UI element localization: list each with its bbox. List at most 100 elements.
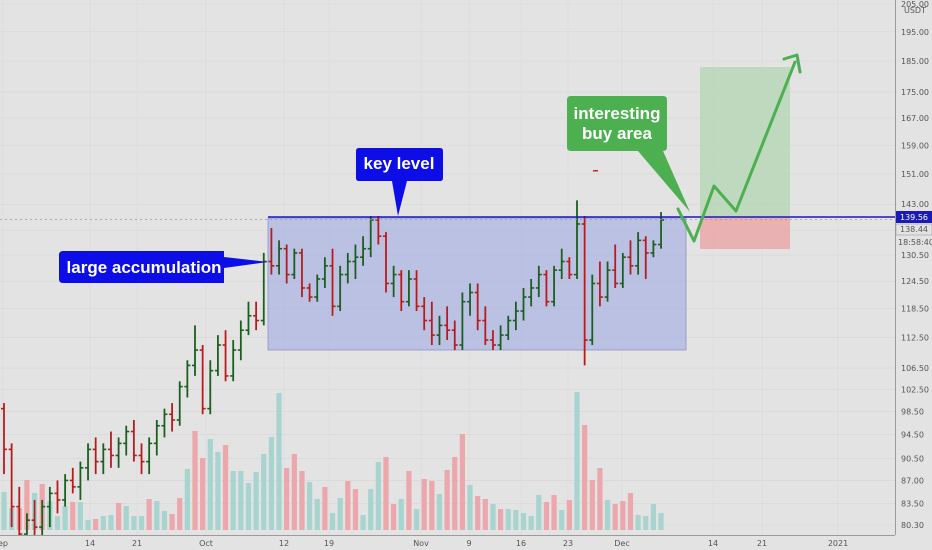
- volume-bar: [643, 516, 649, 530]
- volume-bar: [498, 509, 504, 530]
- volume-bar: [543, 502, 550, 530]
- ohlc-bar: [558, 248, 565, 279]
- volume-bar: [421, 479, 427, 530]
- ohlc-bar: [92, 437, 99, 475]
- x-tick-label: 14: [708, 539, 718, 548]
- y-tick-label: 175.00: [901, 88, 929, 97]
- volume-bar: [406, 471, 412, 530]
- ohlc-bar: [253, 301, 260, 331]
- ohlc-bar: [375, 215, 382, 245]
- ohlc-bar: [62, 474, 69, 507]
- y-tick-label: 118.50: [901, 305, 929, 314]
- volume-bar: [398, 499, 404, 530]
- volume-bar: [345, 481, 351, 530]
- volume-bar: [62, 506, 68, 530]
- volume-bar: [482, 499, 488, 530]
- volume-bar: [391, 504, 397, 530]
- ohlc-bar: [474, 283, 481, 331]
- ohlc-bar: [444, 306, 451, 341]
- last-price-label: 139.56: [900, 213, 928, 222]
- volume-bar: [627, 493, 634, 530]
- volume-bar: [597, 468, 603, 530]
- volume-bar: [215, 452, 221, 530]
- ohlc-bar: [566, 257, 573, 279]
- volume-bar: [467, 485, 473, 530]
- x-tick-label: ep: [0, 539, 8, 548]
- volume-bar: [268, 437, 274, 530]
- y-tick-label: 94.50: [901, 430, 924, 439]
- ohlc-bar: [344, 252, 351, 284]
- ohlc-bar: [428, 301, 435, 346]
- ohlc-bar: [268, 228, 275, 275]
- ohlc-bar: [619, 252, 626, 288]
- ohlc-bar: [298, 248, 305, 298]
- buy-area-bubble: [567, 96, 690, 212]
- ohlc-bar: [115, 437, 122, 468]
- x-axis[interactable]: ep 14 21 Oct 12 19 Nov 9 16 23 Dec 14 21 2021: [0, 535, 932, 550]
- volume-bar: [459, 434, 465, 530]
- ohlc-bar: [153, 419, 160, 456]
- volume-bar: [604, 500, 611, 530]
- ohlc-bar: [596, 261, 603, 307]
- volume-bar: [54, 516, 61, 530]
- volume-bar: [238, 471, 244, 530]
- ohlc-bar: [551, 265, 558, 307]
- ohlc-bar: [69, 467, 76, 494]
- ohlc-bar: [199, 345, 206, 415]
- ohlc-bar: [413, 270, 420, 312]
- x-tick-label: 19: [324, 539, 334, 548]
- large-accumulation-bubble: [59, 251, 268, 283]
- volume-bar: [200, 458, 206, 530]
- x-tick-label: 23: [563, 539, 573, 548]
- volume-bar: [413, 509, 420, 530]
- x-tick-label: 12: [279, 539, 289, 548]
- volume-bar: [169, 514, 175, 530]
- ohlc-bar: [77, 461, 84, 500]
- stray-tick: [593, 170, 598, 172]
- ohlc-bar: [31, 499, 38, 542]
- ohlc-bar: [100, 443, 107, 475]
- volume-bar: [505, 509, 511, 530]
- volume-bar: [261, 454, 267, 530]
- key-level-label: key level: [364, 154, 435, 173]
- volume-bar: [184, 469, 190, 530]
- volume-bar: [154, 501, 160, 530]
- ohlc-bar: [314, 274, 321, 302]
- x-tick-label: 9: [466, 539, 471, 548]
- key-level-callout: key level: [356, 148, 443, 216]
- ohlc-bar: [230, 340, 237, 382]
- y-tick-label: 185.00: [901, 57, 929, 66]
- y-axis-currency: USDT: [904, 6, 926, 15]
- ohlc-bar: [367, 215, 374, 258]
- ohlc-bar: [54, 480, 61, 514]
- ohlc-bar: [398, 270, 405, 312]
- y-axis[interactable]: USDT 205.00 195.00 185.00 175.00 167.00 159.0…: [895, 0, 932, 550]
- volume-bar: [444, 470, 450, 530]
- volume-bar: [245, 483, 252, 530]
- large-accumulation-label: large accumulation: [67, 258, 222, 277]
- volume-bar: [528, 516, 534, 530]
- ohlc-bar: [283, 244, 290, 284]
- countdown-label: 18:58:40: [898, 238, 932, 247]
- ohlc-bar: [276, 240, 283, 275]
- x-tick-label: Nov: [413, 539, 429, 548]
- ohlc-bar: [8, 443, 15, 528]
- ohlc-bars: [1, 200, 665, 549]
- ohlc-bar: [436, 315, 443, 346]
- ohlc-bar: [574, 200, 580, 279]
- large-accumulation-callout: large accumulation: [59, 251, 268, 283]
- ohlc-bar: [329, 248, 336, 316]
- volume-bar: [116, 503, 122, 530]
- volume-bar: [230, 471, 236, 530]
- ohlc-bar: [581, 215, 588, 366]
- ohlc-bar: [421, 297, 428, 331]
- ohlc-bar: [1, 403, 7, 475]
- y-tick-label: 143.00: [901, 200, 929, 209]
- x-tick-label: 14: [85, 539, 95, 548]
- ohlc-bar: [130, 419, 137, 462]
- x-axis-panel: [0, 535, 932, 550]
- ohlc-bar: [161, 408, 168, 438]
- y-tick-label: 90.50: [901, 455, 924, 464]
- y-tick-label: 106.50: [901, 364, 929, 373]
